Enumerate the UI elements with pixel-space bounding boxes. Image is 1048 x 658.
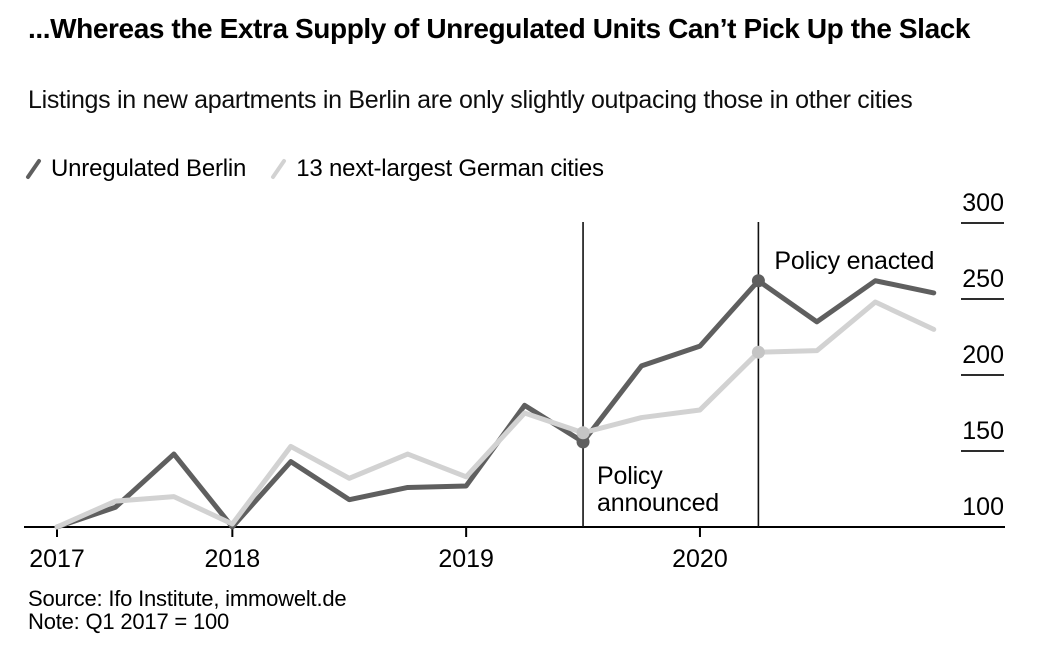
chart-subtitle: Listings in new apartments in Berlin are… [28, 86, 913, 114]
legend-label: 13 next-largest German cities [296, 155, 604, 182]
x-axis-tick-label: 2019 [438, 545, 494, 573]
legend-line-swatch-dark-icon [26, 159, 41, 179]
data-point-marker [751, 274, 765, 288]
series-line-unregulated-berlin [54, 278, 937, 530]
data-point-marker [751, 345, 765, 359]
annotation-label: announced [597, 489, 719, 517]
annotation-label: Policy [597, 462, 663, 490]
x-axis-tick-label: 2018 [205, 545, 261, 573]
legend-label: Unregulated Berlin [51, 155, 247, 182]
data-point-marker [576, 426, 590, 440]
series-line-13-next-largest-german-cities [54, 299, 937, 530]
y-axis-tick-label: 250 [962, 265, 1004, 293]
x-axis-tick-label: 2017 [29, 545, 85, 573]
y-axis-tick-label: 300 [962, 189, 1004, 217]
y-axis-tick-label: 100 [962, 493, 1004, 521]
source-note: Source: Ifo Institute, immowelt.de [28, 586, 347, 611]
legend-item-german-cities: 13 next-largest German cities [270, 155, 604, 183]
chart-title: ...Whereas the Extra Supply of Unregulat… [28, 13, 971, 44]
chart-legend: Unregulated Berlin 13 next-largest Germa… [25, 155, 604, 183]
y-axis-tick-label: 200 [962, 341, 1004, 369]
chart-header: ...Whereas the Extra Supply of Unregulat… [28, 10, 1008, 48]
data-point-marker [576, 435, 590, 449]
y-axis-tick-label: 150 [962, 417, 1004, 445]
chart-footer: Source: Ifo Institute, immowelt.de Note:… [28, 586, 347, 634]
annotation-label: Policy enacted [774, 247, 934, 275]
index-note: Note: Q1 2017 = 100 [28, 609, 230, 634]
legend-line-swatch-light-icon [271, 159, 287, 179]
x-axis-tick-label: 2020 [672, 545, 728, 573]
legend-item-unregulated-berlin: Unregulated Berlin [25, 155, 246, 183]
